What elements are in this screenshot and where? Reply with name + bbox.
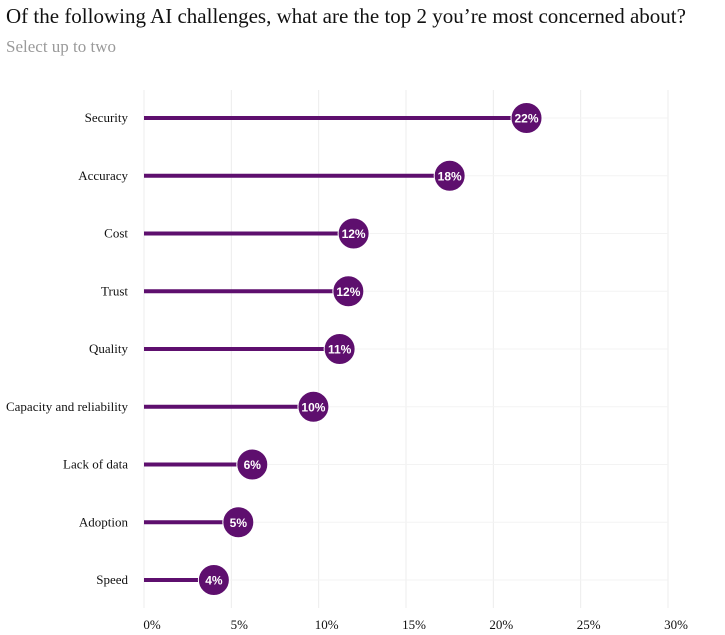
category-label: Speed: [96, 572, 128, 587]
data-label: 4%: [205, 574, 223, 588]
data-label: 5%: [230, 516, 248, 530]
x-tick-label: 0%: [143, 617, 161, 632]
lollipop-point: [510, 102, 543, 134]
chart-subtitle: Select up to two: [6, 37, 117, 56]
category-label: Lack of data: [63, 457, 128, 472]
lollipop-point: [332, 275, 365, 308]
lollipop-point: [236, 448, 269, 481]
lollipop-point: [197, 564, 230, 596]
data-label: 6%: [244, 458, 262, 472]
data-label: 12%: [342, 227, 366, 241]
lollipop-point: [323, 333, 356, 365]
chart-title: Of the following AI challenges, what are…: [6, 4, 686, 28]
category-label: Accuracy: [78, 168, 128, 183]
category-label: Adoption: [79, 514, 129, 529]
data-label: 11%: [328, 343, 352, 357]
lollipop-point: [337, 217, 370, 250]
lollipop-point: [297, 390, 330, 423]
lollipop-point: [222, 506, 255, 539]
category-label: Security: [85, 110, 129, 125]
x-tick-label: 25%: [577, 617, 601, 632]
x-tick-label: 10%: [315, 617, 339, 632]
x-tick-label: 30%: [664, 617, 688, 632]
data-label: 10%: [301, 400, 325, 414]
lollipop-point: [433, 159, 466, 192]
category-label: Trust: [101, 283, 128, 298]
data-label: 18%: [438, 169, 462, 183]
x-tick-label: 15%: [402, 617, 426, 632]
x-tick-label: 20%: [489, 617, 513, 632]
data-label: 12%: [336, 285, 360, 299]
x-tick-label: 5%: [231, 617, 249, 632]
category-label: Capacity and reliability: [6, 399, 129, 414]
category-label: Cost: [104, 226, 128, 241]
category-label: Quality: [89, 341, 128, 356]
data-label: 22%: [515, 112, 539, 126]
